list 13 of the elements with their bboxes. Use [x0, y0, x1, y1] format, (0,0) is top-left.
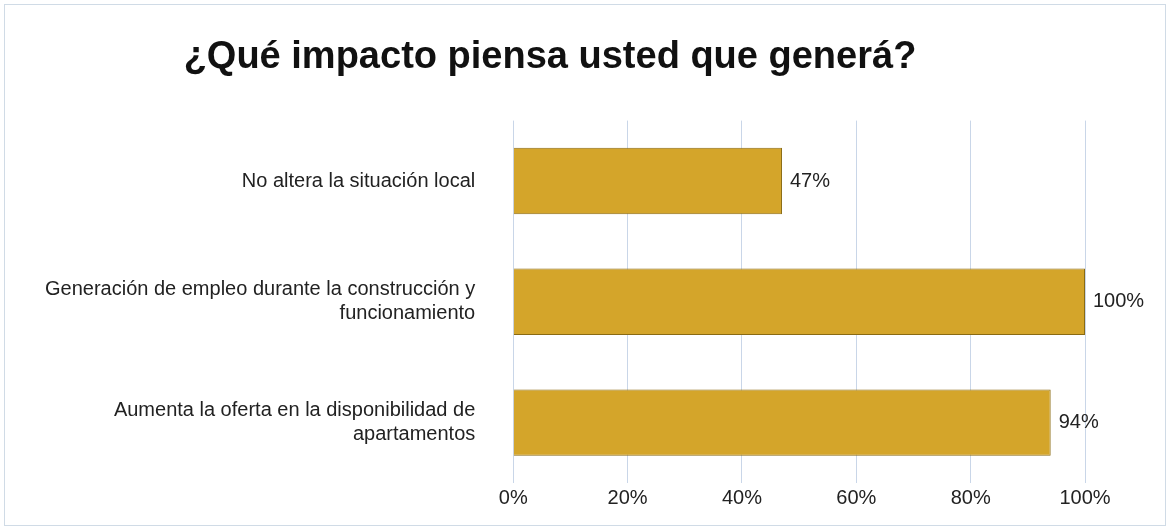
x-tick-label: 80%	[950, 485, 991, 508]
data-label: 47%	[789, 168, 831, 191]
chart-title: ¿Qué impacto piensa usted que generá?	[183, 34, 917, 77]
data-label: 94%	[1058, 410, 1099, 433]
y-tick-label: Generación de empleo durante la construcción y funcionamiento	[44, 277, 476, 324]
y-tick-label: Aumenta la oferta en la disponibilidad de apartamentos	[113, 398, 476, 445]
x-tick-label: 100%	[1059, 485, 1111, 508]
y-tick-label: No altera la situación local	[241, 168, 476, 191]
x-tick-label: 20%	[607, 485, 648, 508]
x-tick-label: 60%	[836, 485, 877, 508]
x-tick-label: 0%	[498, 485, 528, 508]
x-tick-label: 40%	[721, 485, 763, 508]
data-label: 100%	[1093, 289, 1145, 312]
